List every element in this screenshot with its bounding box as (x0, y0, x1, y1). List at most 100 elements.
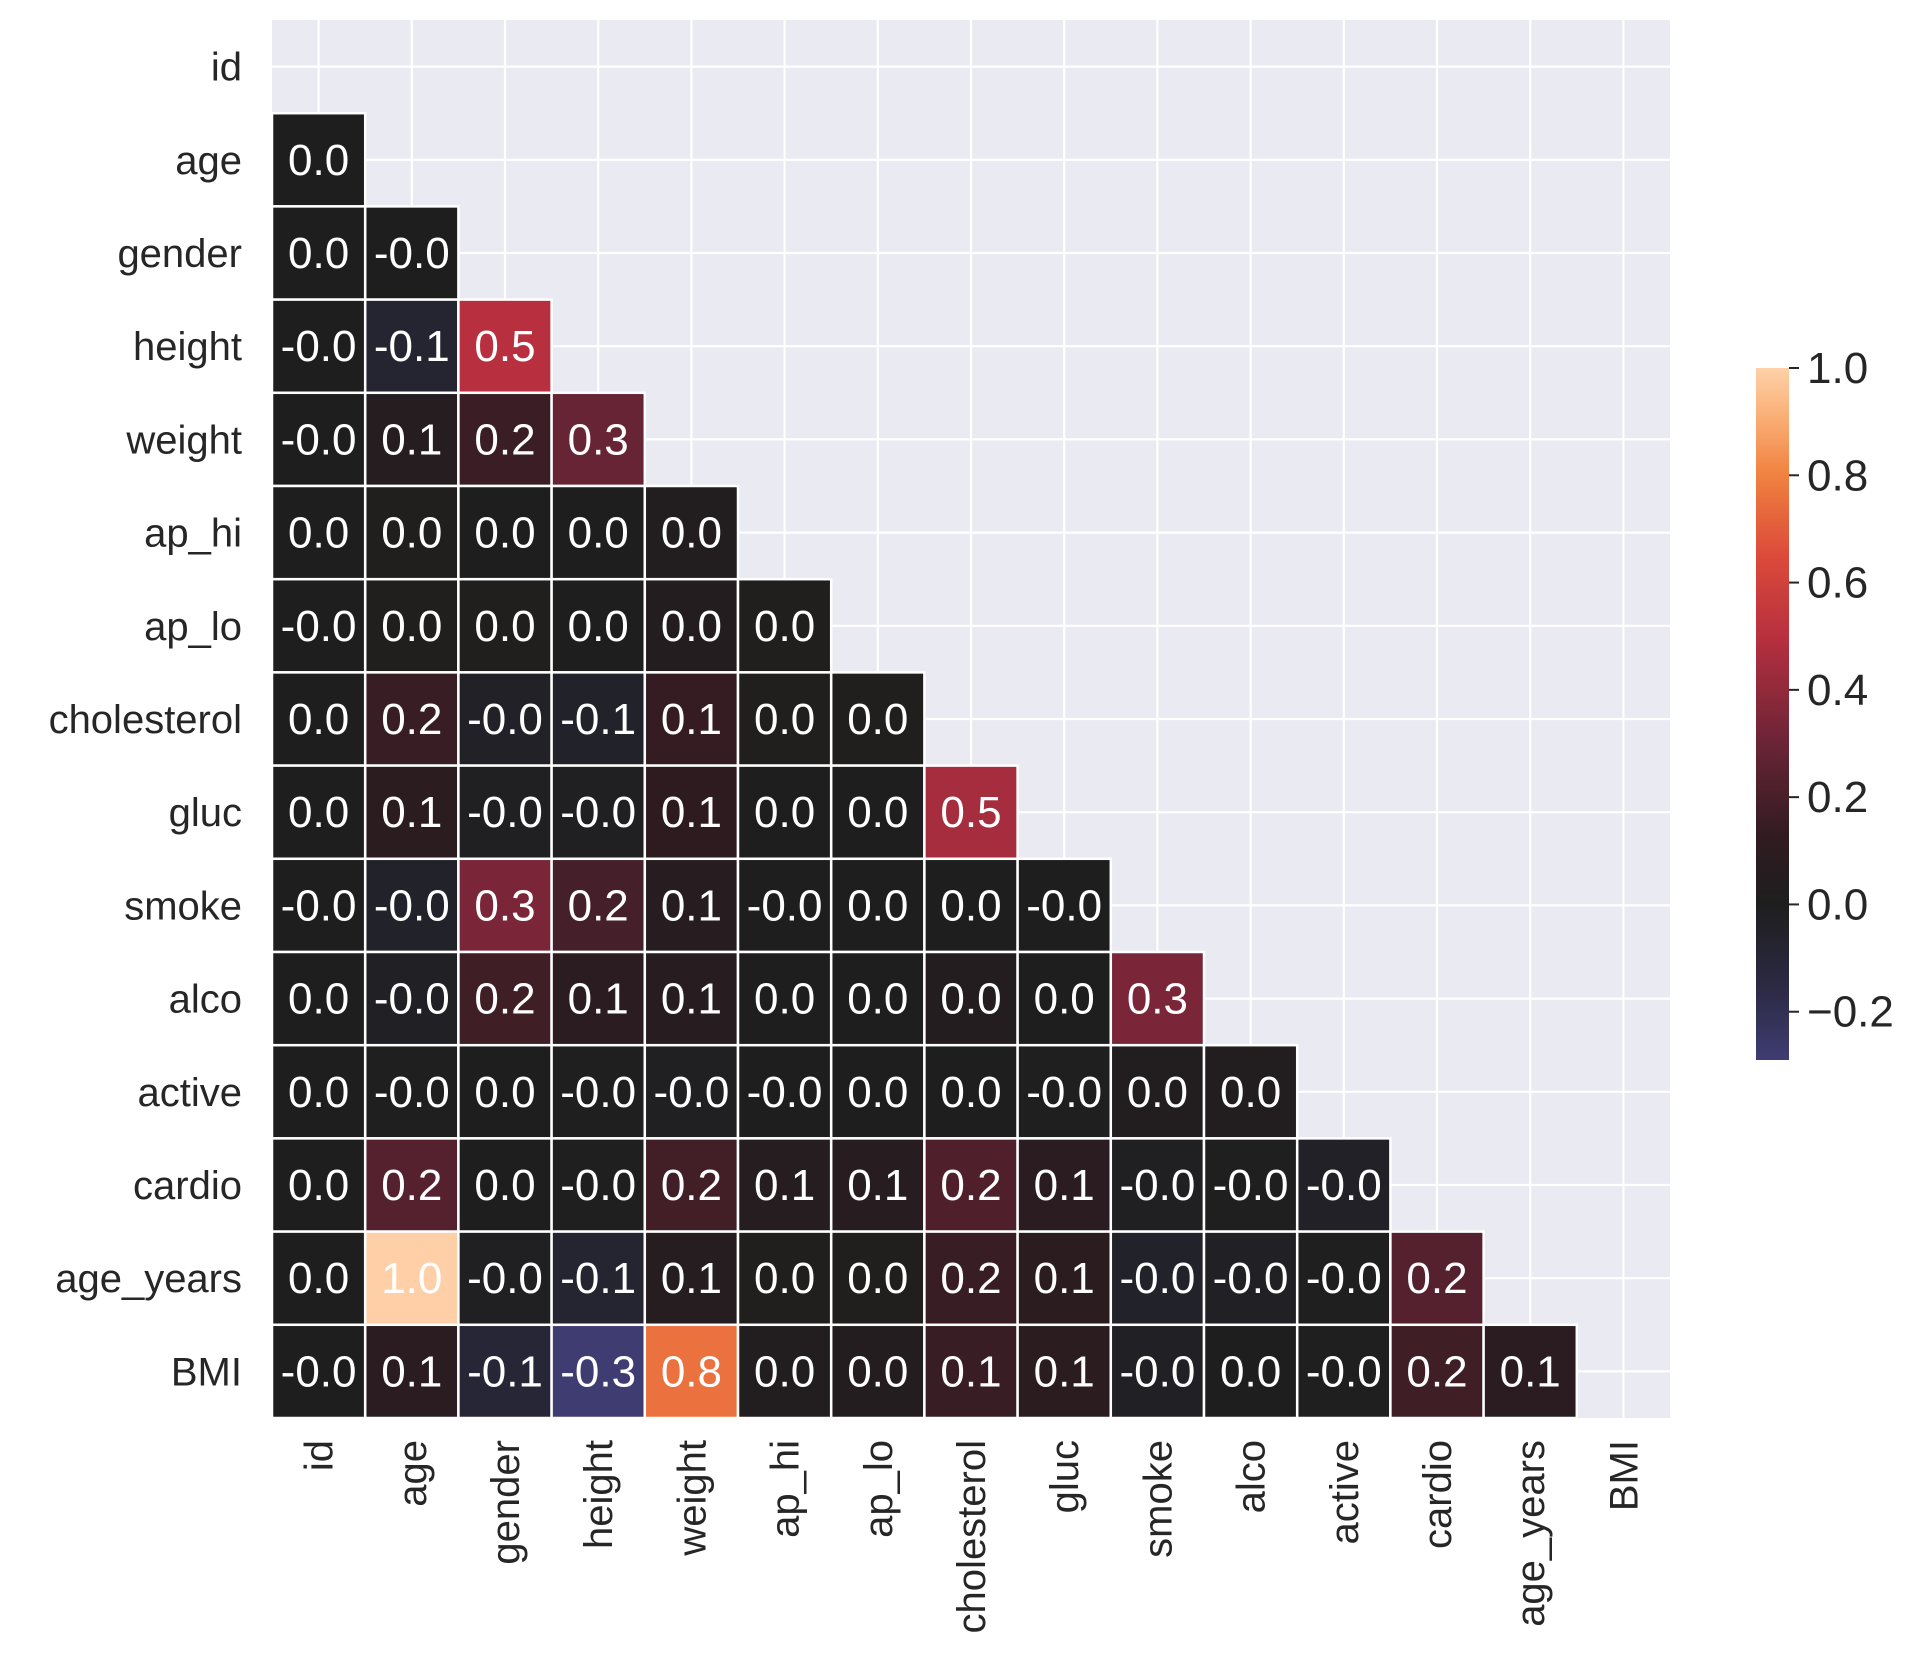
x-tick-label-BMI: BMI (1602, 1440, 1646, 1511)
heatmap-cell-alco-gender (457, 950, 553, 1047)
heatmap-cell-alco-age (363, 950, 460, 1047)
heatmap-cell-smoke-ap_hi (736, 857, 833, 954)
cell-value-label: 0.0 (847, 788, 908, 837)
heatmap-cell-cholesterol-gender (457, 671, 553, 767)
heatmap-cell-age-id (270, 111, 367, 208)
x-tick-label-ap_hi: ap_hi (764, 1440, 808, 1538)
cell-value-label: 0.1 (661, 1254, 722, 1303)
heatmap-cell-age_years-height (550, 1230, 647, 1327)
cell-value-label: -0.1 (467, 1347, 543, 1396)
cell-value-label: 0.1 (661, 975, 722, 1024)
heatmap-cell-BMI-active (1295, 1323, 1392, 1420)
cell-value-label: -0.0 (1119, 1347, 1195, 1396)
heatmap-cell-weight-id (270, 391, 367, 488)
cell-value-label: 0.8 (661, 1347, 722, 1396)
cell-value-label: 0.0 (474, 1068, 535, 1117)
cell-value-label: -0.0 (467, 695, 543, 744)
y-tick-label-cholesterol: cholesterol (49, 698, 242, 742)
heatmap-cell-BMI-cardio (1389, 1323, 1485, 1420)
heatmap-cell-gluc-gender (457, 764, 553, 861)
cell-value-label: 0.0 (940, 881, 1001, 930)
colorbar-tick-label: 0.4 (1807, 666, 1868, 715)
cell-value-label: 0.0 (661, 602, 722, 651)
x-tick-label-cholesterol: cholesterol (950, 1440, 994, 1633)
heatmap-cell-BMI-weight (643, 1323, 740, 1420)
cell-value-label: -0.0 (1119, 1161, 1195, 1210)
y-tick-label-active: active (138, 1071, 243, 1115)
x-tick-label-alco: alco (1230, 1440, 1274, 1513)
cell-value-label: 0.1 (381, 415, 442, 464)
heatmap-cell-active-age (363, 1043, 460, 1140)
cell-value-label: -0.0 (374, 881, 450, 930)
cell-value-label: 0.1 (1034, 1347, 1095, 1396)
cell-value-label: -0.0 (1213, 1161, 1289, 1210)
cell-value-label: -0.0 (281, 881, 357, 930)
cell-value-label: 0.0 (1220, 1068, 1281, 1117)
heatmap-cell-BMI-cholesterol (923, 1323, 1019, 1420)
cell-value-label: 0.0 (288, 136, 349, 185)
cell-value-label: -0.0 (281, 602, 357, 651)
heatmap-cell-cardio-ap_lo (829, 1137, 926, 1233)
cell-value-label: 0.0 (474, 509, 535, 558)
cell-value-label: -0.0 (747, 881, 823, 930)
heatmap-cell-age_years-alco (1202, 1230, 1299, 1327)
cell-value-label: -0.0 (560, 1068, 636, 1117)
heatmap-cell-BMI-smoke (1109, 1323, 1206, 1420)
heatmap-cell-BMI-alco (1202, 1323, 1299, 1420)
heatmap-cell-active-id (270, 1043, 367, 1140)
cell-value-label: 0.0 (288, 229, 349, 278)
cell-value-label: -0.0 (467, 788, 543, 837)
heatmap-cell-cardio-gender (457, 1137, 553, 1233)
cell-value-label: 0.1 (1500, 1347, 1561, 1396)
colorbar-gradient (1756, 368, 1789, 1060)
cell-value-label: 0.2 (940, 1161, 1001, 1210)
heatmap-cell-BMI-ap_hi (736, 1323, 833, 1420)
cell-value-label: 1.0 (381, 1254, 442, 1303)
x-tick-label-gender: gender (484, 1440, 528, 1565)
y-tick-label-age: age (175, 139, 242, 183)
heatmap-cell-weight-age (363, 391, 460, 488)
heatmap-cell-active-alco (1202, 1043, 1299, 1140)
cell-value-label: 0.0 (754, 695, 815, 744)
cell-value-label: 0.0 (847, 1347, 908, 1396)
cell-value-label: -0.0 (281, 322, 357, 371)
colorbar-tick-label: 0.0 (1807, 880, 1868, 929)
heatmap-cell-gluc-cholesterol (923, 764, 1019, 861)
cell-value-label: 0.1 (661, 788, 722, 837)
cell-value-label: 0.2 (661, 1161, 722, 1210)
cell-value-label: -0.0 (281, 415, 357, 464)
y-tick-label-age_years: age_years (55, 1257, 242, 1301)
heatmap-cell-BMI-height (550, 1323, 647, 1420)
heatmap-cell-active-weight (643, 1043, 740, 1140)
y-tick-label-BMI: BMI (171, 1350, 242, 1394)
heatmap-cell-cardio-cholesterol (923, 1137, 1019, 1233)
heatmap-cell-alco-weight (643, 950, 740, 1047)
cell-value-label: -0.0 (374, 229, 450, 278)
cell-value-label: 0.0 (847, 881, 908, 930)
x-tick-label-gluc: gluc (1043, 1440, 1087, 1513)
cell-value-label: 0.1 (754, 1161, 815, 1210)
x-tick-label-active: active (1323, 1440, 1367, 1545)
cell-value-label: 0.3 (568, 415, 629, 464)
heatmap-cell-alco-cholesterol (923, 950, 1019, 1047)
y-tick-label-weight: weight (125, 418, 242, 462)
cell-value-label: 0.1 (568, 975, 629, 1024)
cell-value-label: -0.0 (747, 1068, 823, 1117)
cell-value-label: 0.0 (847, 975, 908, 1024)
cell-value-label: -0.0 (467, 1254, 543, 1303)
y-tick-label-cardio: cardio (133, 1164, 242, 1208)
x-tick-label-smoke: smoke (1136, 1440, 1180, 1558)
x-tick-label-age: age (391, 1440, 435, 1507)
heatmap-cell-cholesterol-ap_hi (736, 671, 833, 767)
heatmap-cell-cholesterol-id (270, 671, 367, 767)
cell-value-label: 0.2 (1406, 1254, 1467, 1303)
cell-value-label: -0.0 (1026, 1068, 1102, 1117)
cell-value-label: 0.0 (288, 695, 349, 744)
cell-value-label: 0.1 (661, 695, 722, 744)
cell-value-label: 0.0 (754, 1347, 815, 1396)
x-tick-label-age_years: age_years (1509, 1440, 1553, 1627)
cell-value-label: 0.1 (381, 788, 442, 837)
y-tick-label-gender: gender (117, 232, 242, 276)
heatmap-cell-ap_lo-gender (457, 577, 553, 674)
x-axis-tick-labels: id age gender height weight ap_hi ap_lo cholest… (298, 1440, 1647, 1633)
